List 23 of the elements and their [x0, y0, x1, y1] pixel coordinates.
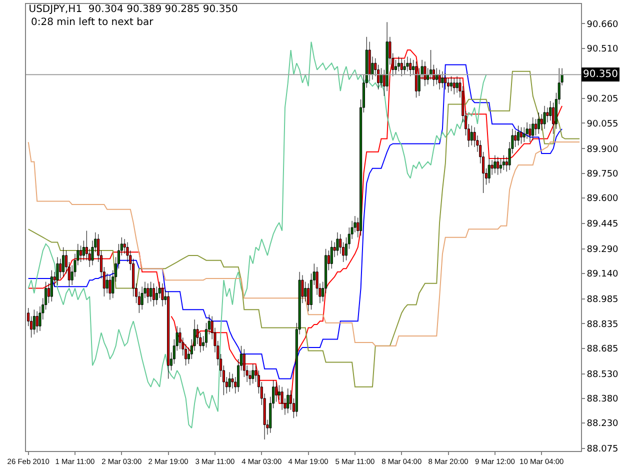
y-tick-label: 90.205 [586, 94, 618, 105]
y-tick-label: 89.600 [586, 194, 619, 204]
y-tick-label: 88.985 [586, 295, 618, 306]
y-tick-label: 89.750 [586, 169, 619, 180]
annotation: 0:28 min left to next bar [31, 17, 154, 28]
y-tick-label: 88.530 [586, 370, 619, 380]
y-tick-label: 88.685 [586, 344, 618, 354]
y-tick-label: 90.660 [586, 20, 619, 30]
y-tick-label: 90.510 [586, 44, 619, 55]
y-tick-label: 88.230 [586, 419, 619, 430]
ref-line-label: 90.350 [583, 69, 618, 80]
line-series [28, 142, 580, 346]
y-tick-label: 89.900 [586, 144, 619, 155]
y-tick-label: 89.445 [586, 220, 618, 230]
y-tick-label: 88.075 [586, 444, 618, 455]
y-tick-label: 89.290 [586, 245, 619, 256]
y-tick-label: 89.140 [586, 270, 619, 280]
y-tick-label: 90.055 [586, 119, 618, 130]
chart-title: USDJPY,H1 90.304 90.389 90.285 90.350 [28, 4, 238, 15]
line-series [28, 41, 487, 428]
y-tick-label: 88.380 [586, 394, 619, 405]
y-tick-label: 88.835 [586, 320, 618, 330]
candlestick [161, 283, 164, 306]
